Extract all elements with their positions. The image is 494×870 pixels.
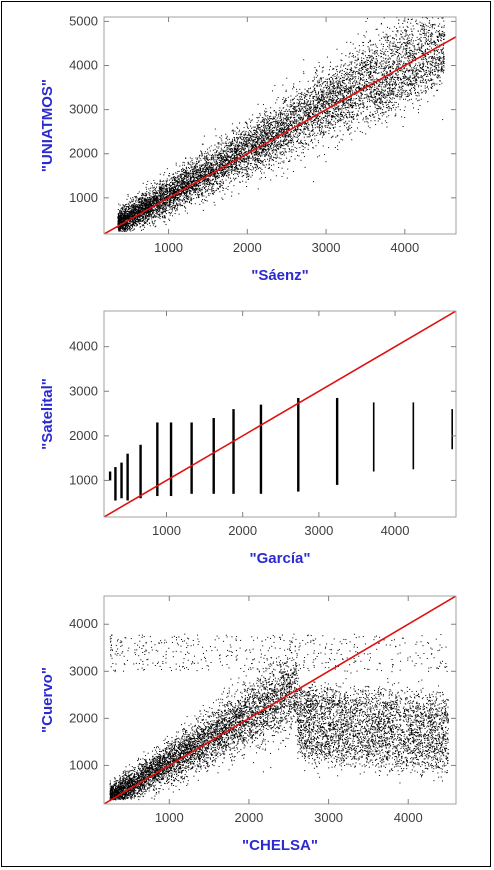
x-axis-title: "Sáenz" xyxy=(251,267,309,284)
plot-frame xyxy=(103,595,457,805)
y-axis-title: "UNIATMOS" xyxy=(39,79,56,172)
data-column-6 xyxy=(156,422,159,497)
y-tick-label: 4000 xyxy=(69,616,98,631)
y-axis-title: "Cuervo" xyxy=(39,667,56,733)
y-tick-label: 2000 xyxy=(69,146,98,161)
y-axis-title: "Satelital" xyxy=(39,378,56,450)
plot-frame xyxy=(103,16,457,235)
x-tick-label: 2000 xyxy=(228,523,257,538)
data-column-4 xyxy=(126,453,129,501)
data-column-7 xyxy=(169,422,173,497)
x-tick-label: 2000 xyxy=(233,240,262,255)
data-column-14 xyxy=(372,402,375,472)
data-column-15 xyxy=(412,402,415,470)
x-tick-label: 2000 xyxy=(234,810,263,825)
y-tick-label: 3000 xyxy=(69,383,98,398)
scatter-points xyxy=(108,397,453,501)
y-tick-label: 3000 xyxy=(69,663,98,678)
data-column-16 xyxy=(451,409,453,450)
data-columns xyxy=(108,397,453,501)
plot-frame xyxy=(103,310,457,518)
y-tick-label: 4000 xyxy=(69,58,98,73)
scatter-panel-2: 1000 2000 3000 4000 1000 2000 3000 4000 "García"… xyxy=(0,290,494,580)
y-tick-label: 2000 xyxy=(69,428,98,443)
data-column-2 xyxy=(114,467,117,501)
x-axis-title: "García" xyxy=(250,550,311,567)
reference-line xyxy=(104,36,456,234)
x-tick-label: 1000 xyxy=(154,240,183,255)
reference-line xyxy=(104,596,456,804)
y-tick-label: 1000 xyxy=(69,472,98,487)
scatter-plot-3: 1000 2000 3000 4000 1000 2000 3000 4000 "CHELSA"… xyxy=(39,595,457,854)
x-tick-label: 4000 xyxy=(394,810,423,825)
data-column-11 xyxy=(259,404,263,494)
y-tick-label: 2000 xyxy=(69,710,98,725)
x-tick-label: 3000 xyxy=(304,523,333,538)
data-column-8 xyxy=(190,422,193,494)
y-tick-label: 1000 xyxy=(69,757,98,772)
x-tick-label: 4000 xyxy=(381,523,410,538)
data-column-13 xyxy=(335,397,339,485)
x-tick-label: 1000 xyxy=(155,810,184,825)
scatter-points xyxy=(109,633,449,801)
x-tick-label: 1000 xyxy=(152,523,181,538)
y-tick-label: 3000 xyxy=(69,102,98,117)
scatter-panel-1: 1000 2000 3000 4000 1000 2000 3000 4000 5000 "Sáe… xyxy=(0,4,494,294)
y-tick-label: 1000 xyxy=(69,190,98,205)
data-column-9 xyxy=(212,418,215,494)
scatter-panel-3: 1000 2000 3000 4000 1000 2000 3000 4000 "CHELSA"… xyxy=(0,578,494,868)
data-column-1 xyxy=(108,471,112,481)
data-column-5 xyxy=(139,444,142,499)
scatter-plot-1: 1000 2000 3000 4000 1000 2000 3000 4000 5000 "Sáe… xyxy=(39,13,457,284)
scatter-plot-2: 1000 2000 3000 4000 1000 2000 3000 4000 "García"… xyxy=(39,310,457,567)
data-column-12 xyxy=(297,397,300,492)
scatter-points xyxy=(117,17,446,232)
y-tick-label: 5000 xyxy=(69,13,98,28)
reference-line xyxy=(104,311,456,517)
x-tick-label: 4000 xyxy=(390,240,419,255)
data-column-10 xyxy=(232,409,235,494)
x-tick-label: 3000 xyxy=(314,810,343,825)
x-tick-label: 3000 xyxy=(312,240,341,255)
x-axis-title: "CHELSA" xyxy=(242,837,318,854)
data-column-3 xyxy=(120,462,123,499)
y-tick-label: 4000 xyxy=(69,339,98,354)
